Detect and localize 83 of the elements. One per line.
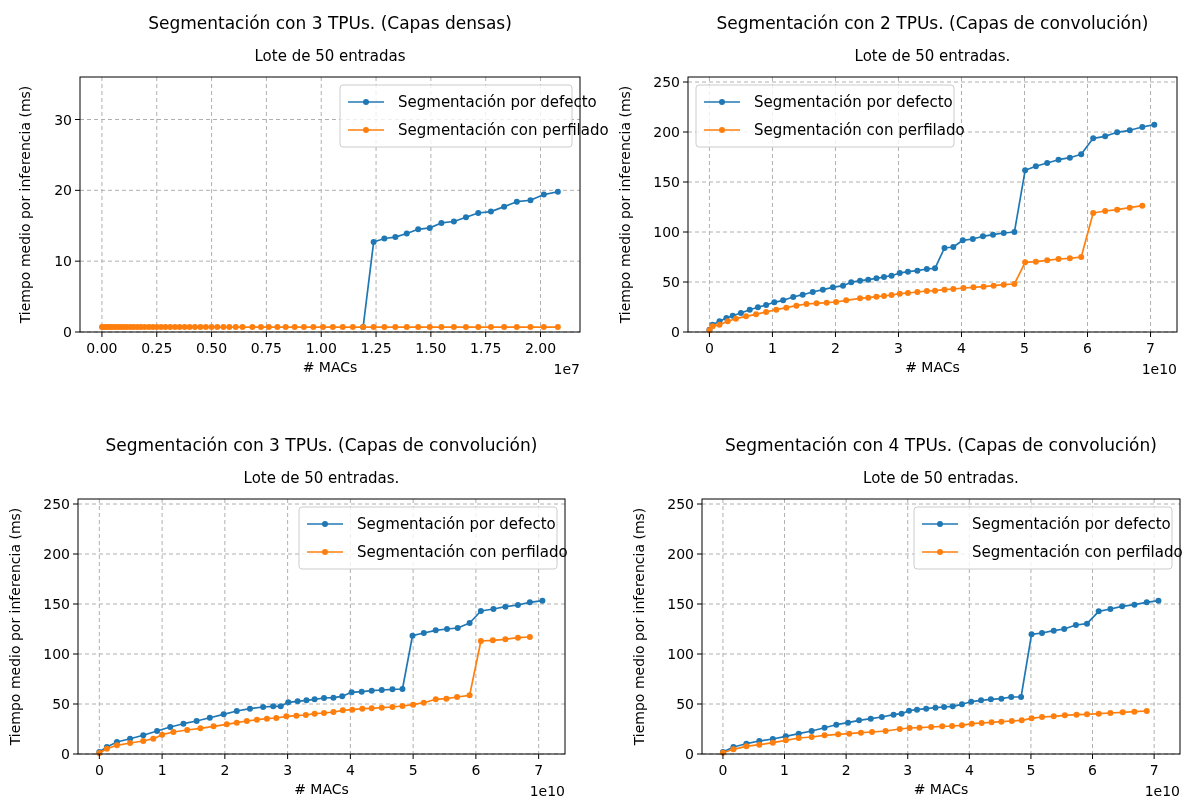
x-axis-title: # MACs bbox=[905, 359, 960, 375]
x-tick-label: 1.25 bbox=[360, 340, 392, 356]
y-tick-label: 150 bbox=[43, 596, 70, 612]
chart-title: Segmentación con 4 TPUs. (Capas de convolución) bbox=[725, 435, 1157, 455]
y-tick-label: 200 bbox=[43, 546, 70, 562]
legend-label: Segmentación con perfilado bbox=[357, 543, 568, 561]
y-tick-label: 10 bbox=[54, 253, 72, 270]
y-tick-label: 30 bbox=[54, 111, 72, 128]
x-tick-label: 5 bbox=[1020, 340, 1029, 356]
legend-label: Segmentación por defecto bbox=[357, 515, 556, 533]
x-tick-label: 0 bbox=[718, 762, 728, 778]
legend-label: Segmentación por defecto bbox=[398, 93, 597, 111]
x-tick-label: 2.00 bbox=[524, 340, 557, 356]
y-tick-label: 100 bbox=[667, 646, 694, 662]
y-tick-label: 100 bbox=[653, 224, 680, 240]
x-tick-label: 0 bbox=[94, 762, 104, 778]
x-tick-label: 6 bbox=[1088, 762, 1098, 778]
y-tick-label: 0 bbox=[63, 324, 72, 340]
chart-title: Segmentación con 2 TPUs. (Capas de convolución) bbox=[716, 13, 1149, 33]
x-tick-label: 3 bbox=[903, 762, 913, 778]
y-tick-label: 0 bbox=[61, 746, 70, 762]
x-tick-label: 7 bbox=[1146, 340, 1155, 356]
y-tick-label: 200 bbox=[653, 124, 680, 140]
chart-subtitle: Lote de 50 entradas bbox=[254, 47, 406, 65]
x-tick-label: 0.75 bbox=[250, 340, 282, 356]
y-axis-title: Tiempo medio por inferencia (ms) bbox=[617, 85, 633, 325]
x-tick-label: 3 bbox=[283, 762, 293, 778]
x-tick-label: 1 bbox=[767, 340, 777, 356]
y-tick-label: 50 bbox=[662, 274, 680, 290]
x-tick-label: 1.75 bbox=[470, 340, 502, 356]
x-tick-label: 5 bbox=[1026, 762, 1036, 778]
y-tick-label: 150 bbox=[667, 596, 694, 612]
y-tick-label: 100 bbox=[43, 646, 70, 662]
text: 1e10 bbox=[1144, 783, 1180, 799]
y-axis-title: Tiempo medio por inferencia (ms) bbox=[7, 507, 23, 747]
y-tick-label: 250 bbox=[667, 496, 694, 512]
x-tick-label: 7 bbox=[1149, 762, 1159, 778]
y-tick-label: 50 bbox=[52, 696, 70, 712]
y-tick-label: 200 bbox=[667, 546, 694, 562]
x-axis-title: # MACs bbox=[302, 359, 358, 375]
x-tick-label: 0.50 bbox=[195, 340, 228, 356]
x-tick-label: 2 bbox=[841, 762, 851, 778]
text: 1e7 bbox=[553, 361, 580, 377]
legend-label: Segmentación con perfilado bbox=[398, 121, 609, 139]
x-tick-label: 1.00 bbox=[305, 340, 337, 356]
x-tick-label: 2 bbox=[220, 762, 230, 778]
legend-label: Segmentación con perfilado bbox=[972, 543, 1183, 561]
text: 1e10 bbox=[1141, 361, 1177, 377]
x-tick-label: 5 bbox=[408, 762, 418, 778]
chart-subtitle: Lote de 50 entradas. bbox=[863, 469, 1019, 487]
y-tick-label: 0 bbox=[671, 324, 680, 340]
legend-label: Segmentación por defecto bbox=[754, 93, 953, 111]
x-tick-label: 1 bbox=[157, 762, 167, 778]
x-tick-label: 2 bbox=[831, 340, 840, 356]
y-tick-label: 0 bbox=[685, 746, 694, 762]
x-tick-label: 7 bbox=[534, 762, 544, 778]
chart-title: Segmentación con 3 TPUs. (Capas densas) bbox=[148, 13, 512, 33]
chart-subtitle: Lote de 50 entradas. bbox=[854, 47, 1011, 65]
x-tick-label: 1.50 bbox=[415, 340, 447, 356]
x-tick-label: 6 bbox=[1083, 340, 1093, 356]
y-tick-label: 50 bbox=[676, 696, 694, 712]
y-tick-label: 250 bbox=[43, 496, 70, 512]
x-tick-label: 0 bbox=[704, 340, 714, 356]
x-axis-title: # MACs bbox=[294, 781, 349, 797]
x-tick-label: 0.00 bbox=[86, 340, 118, 356]
y-axis-title: Tiempo medio por inferencia (ms) bbox=[631, 507, 647, 747]
x-tick-label: 6 bbox=[471, 762, 481, 778]
x-tick-label: 4 bbox=[957, 340, 967, 356]
x-tick-label: 1 bbox=[780, 762, 789, 778]
y-tick-label: 250 bbox=[653, 74, 680, 90]
x-tick-label: 4 bbox=[964, 762, 974, 778]
chart-subtitle: Lote de 50 entradas. bbox=[243, 469, 400, 487]
y-tick-label: 150 bbox=[653, 174, 680, 190]
x-tick-label: 3 bbox=[894, 340, 903, 356]
chart-title: Segmentación con 3 TPUs. (Capas de convolución) bbox=[105, 435, 538, 455]
y-axis-title: Tiempo medio por inferencia (ms) bbox=[17, 85, 33, 325]
y-tick-label: 20 bbox=[54, 182, 72, 199]
text: 1e10 bbox=[529, 783, 565, 799]
legend-label: Segmentación por defecto bbox=[972, 515, 1171, 533]
x-tick-label: 4 bbox=[345, 762, 355, 778]
legend-label: Segmentación con perfilado bbox=[754, 121, 965, 139]
x-axis-title: # MACs bbox=[913, 781, 969, 797]
x-tick-label: 0.25 bbox=[141, 340, 173, 356]
